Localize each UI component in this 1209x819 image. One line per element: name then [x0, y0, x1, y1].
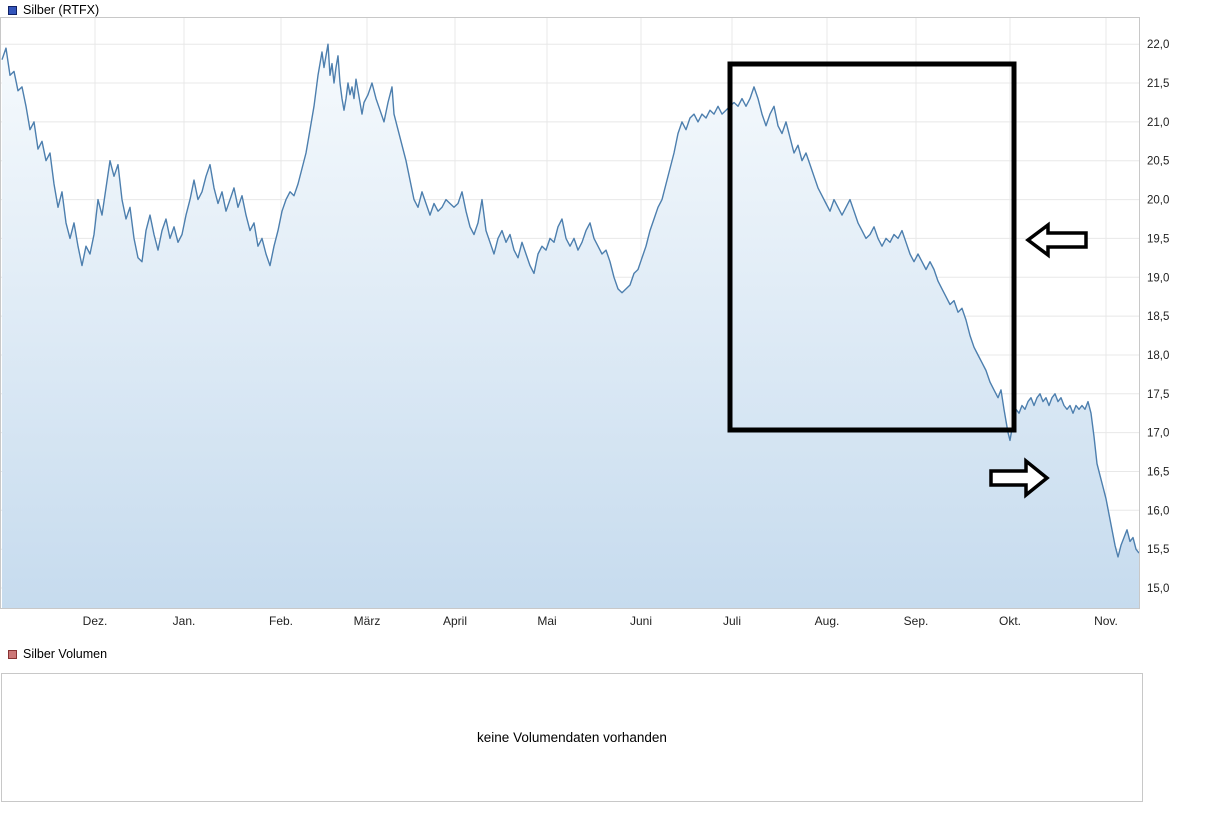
svg-text:Aug.: Aug.	[815, 614, 840, 628]
svg-text:März: März	[354, 614, 381, 628]
svg-text:Okt.: Okt.	[999, 614, 1021, 628]
svg-text:Feb.: Feb.	[269, 614, 293, 628]
svg-text:20,5: 20,5	[1147, 156, 1169, 168]
svg-text:17,0: 17,0	[1147, 428, 1169, 440]
svg-text:15,5: 15,5	[1147, 544, 1169, 556]
svg-text:Juli: Juli	[723, 614, 741, 628]
svg-text:Mai: Mai	[537, 614, 556, 628]
price-legend: Silber (RTFX)	[0, 0, 1209, 17]
volume-legend: Silber Volumen	[0, 644, 1209, 661]
svg-text:Jan.: Jan.	[173, 614, 196, 628]
price-legend-label: Silber (RTFX)	[23, 3, 100, 17]
volume-legend-swatch-icon	[8, 649, 17, 659]
volume-legend-label: Silber Volumen	[23, 647, 108, 661]
svg-text:April: April	[443, 614, 467, 628]
svg-text:Nov.: Nov.	[1094, 614, 1118, 628]
svg-text:17,5: 17,5	[1147, 389, 1169, 401]
svg-text:16,0: 16,0	[1147, 505, 1169, 517]
volume-panel: keine Volumendaten vorhanden	[1, 673, 1143, 802]
volume-empty-message: keine Volumendaten vorhanden	[477, 730, 667, 745]
svg-text:19,5: 19,5	[1147, 233, 1169, 245]
svg-text:16,5: 16,5	[1147, 467, 1169, 479]
svg-text:18,5: 18,5	[1147, 311, 1169, 323]
svg-text:Dez.: Dez.	[83, 614, 108, 628]
svg-text:22,0: 22,0	[1147, 39, 1169, 51]
svg-text:21,5: 21,5	[1147, 78, 1169, 90]
svg-text:Sep.: Sep.	[904, 614, 929, 628]
svg-text:Juni: Juni	[630, 614, 652, 628]
svg-text:21,0: 21,0	[1147, 117, 1169, 129]
svg-text:19,0: 19,0	[1147, 272, 1169, 284]
svg-text:18,0: 18,0	[1147, 350, 1169, 362]
svg-text:20,0: 20,0	[1147, 195, 1169, 207]
svg-text:15,0: 15,0	[1147, 583, 1169, 595]
price-legend-swatch-icon	[8, 5, 17, 15]
price-chart-svg: 22,0 21,5 21,0 20,5 20,0 19,5 19,0 18,5 18,0 17,5…	[0, 17, 1169, 628]
